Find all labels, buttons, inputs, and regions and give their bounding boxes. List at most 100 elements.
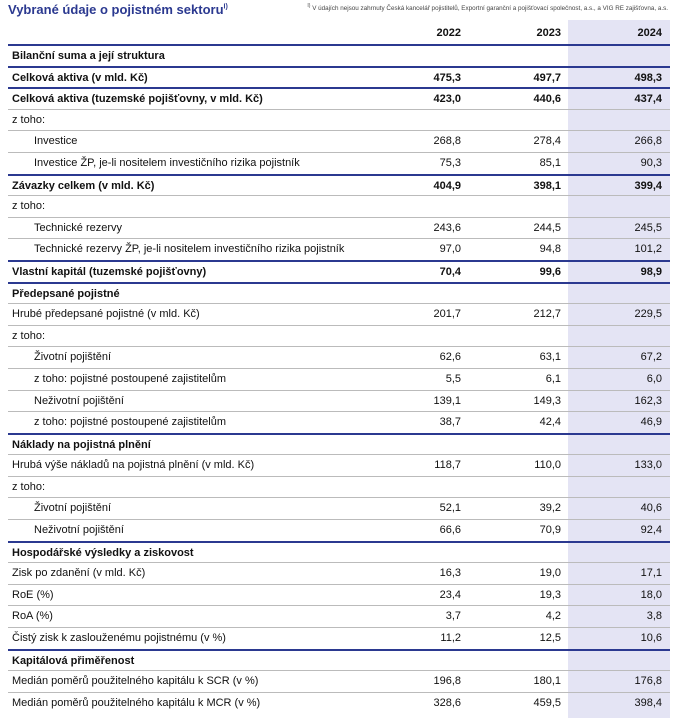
cell-value: 3,8: [646, 610, 662, 623]
cell-value: 398,4: [634, 696, 662, 709]
table-row: Investice 268,8 278,4 266,8: [8, 130, 670, 152]
table-row: Životní pojištění 52,1 39,2 40,6: [8, 497, 670, 519]
cell-value: 4,2: [545, 610, 561, 623]
row-label: Závazky celkem (v mld. Kč): [12, 179, 155, 192]
footnote-text: V údajích nejsou zahrnuty Česká kancelář…: [312, 5, 668, 13]
cell-value: 23,4: [439, 588, 461, 601]
cell-value: 133,0: [634, 459, 662, 472]
cell-value: 498,3: [634, 71, 662, 84]
cell-value: 40,6: [640, 502, 662, 515]
cell-value: 70,9: [539, 524, 561, 537]
column-header: 2024: [637, 27, 662, 39]
row-label: Medián poměrů použitelného kapitálu k SC…: [12, 675, 259, 688]
table-row: Závazky celkem (v mld. Kč) 404,9 398,1 399,…: [8, 173, 670, 196]
row-label: Investice: [34, 135, 78, 148]
row-label: Neživotní pojištění: [34, 524, 124, 537]
table-row: Náklady na pojistná plnění: [8, 432, 670, 455]
cell-value: 70,4: [439, 265, 461, 278]
table-row: z toho: pojistné postoupené zajistitelům…: [8, 411, 670, 433]
cell-value: 63,1: [539, 351, 561, 364]
cell-value: 12,5: [539, 632, 561, 645]
table-row: Hrubé předepsané pojistné (v mld. Kč) 201…: [8, 303, 670, 325]
row-label: Životní pojištění: [34, 351, 112, 364]
table-row: Celková aktiva (v mld. Kč) 475,3 497,7 498,…: [8, 65, 670, 88]
cell-value: 243,6: [433, 221, 461, 234]
cell-value: 266,8: [634, 135, 662, 148]
table-row: Předepsané pojistné: [8, 281, 670, 304]
cell-value: 180,1: [533, 675, 561, 688]
table-row: Vlastní kapitál (tuzemské pojišťovny) 70,…: [8, 259, 670, 282]
cell-value: 328,6: [433, 696, 461, 709]
table-row: Kapitálová přiměřenost: [8, 648, 670, 671]
title-text: Vybrané údaje o pojistném sektoru: [8, 2, 224, 17]
table-row: Životní pojištění 62,6 63,1 67,2: [8, 346, 670, 368]
cell-value: 46,9: [640, 416, 662, 429]
row-label: Vlastní kapitál (tuzemské pojišťovny): [12, 265, 207, 278]
table-row: Zisk po zdanění (v mld. Kč) 16,3 19,0 17,1: [8, 562, 670, 584]
column-header: 2022: [436, 27, 461, 39]
table-row: Neživotní pojištění 66,6 70,9 92,4: [8, 519, 670, 541]
row-label: Investice ŽP, je-li nositelem investiční…: [34, 156, 300, 169]
cell-value: 66,6: [439, 524, 461, 537]
cell-value: 3,7: [445, 610, 461, 623]
row-label: Čistý zisk k zaslouženému pojistnému (v …: [12, 632, 226, 645]
table-row: z toho: pojistné postoupené zajistitelům…: [8, 367, 670, 390]
cell-value: 497,7: [533, 71, 561, 84]
cell-value: 42,4: [539, 416, 561, 429]
cell-value: 201,7: [433, 308, 461, 321]
title: Vybrané údaje o pojistném sektoruI): [8, 2, 228, 17]
table-row: z toho:: [8, 195, 670, 217]
row-label: z toho:: [12, 329, 46, 342]
row-label: z toho: pojistné postoupené zajistitelům: [34, 416, 227, 429]
table-row: RoE (%) 23,4 19,3 18,0: [8, 583, 670, 606]
cell-value: 97,0: [439, 243, 461, 256]
footnote-mark: I): [307, 3, 311, 9]
cell-value: 245,5: [634, 221, 662, 234]
cell-value: 212,7: [533, 308, 561, 321]
cell-value: 118,7: [434, 459, 461, 472]
cell-value: 149,3: [533, 394, 561, 407]
title-note: I): [223, 3, 228, 11]
cell-value: 196,8: [433, 675, 461, 688]
cell-value: 11,2: [440, 632, 461, 645]
row-label: z toho:: [12, 113, 46, 126]
table-row: Medián poměrů použitelného kapitálu k SC…: [8, 670, 670, 692]
row-label: Životní pojištění: [34, 502, 112, 515]
table-row: z toho:: [8, 475, 670, 498]
cell-value: 176,8: [634, 675, 662, 688]
table-row: Hrubá výše nákladů na pojistná plnění (v…: [8, 454, 670, 476]
table-row: Neživotní pojištění 139,1 149,3 162,3: [8, 389, 670, 412]
row-label: Neživotní pojištění: [34, 394, 124, 407]
table: 2022 2023 2024 Bilanční suma a její struktu…: [8, 20, 670, 713]
table-row: z toho:: [8, 324, 670, 347]
cell-value: 62,6: [439, 351, 461, 364]
cell-value: 440,6: [533, 93, 561, 106]
cell-value: 101,2: [634, 243, 662, 256]
cell-value: 39,2: [539, 502, 561, 515]
cell-value: 398,1: [533, 179, 561, 192]
cell-value: 38,7: [439, 416, 461, 429]
row-label: Celková aktiva (v mld. Kč): [12, 71, 148, 84]
table-row: Medián poměrů použitelného kapitálu k MC…: [8, 691, 670, 714]
column-header: 2023: [536, 27, 561, 39]
cell-value: 16,3: [439, 567, 461, 580]
row-label: Kapitálová přiměřenost: [12, 654, 135, 667]
row-label: Bilanční suma a její struktura: [12, 50, 165, 62]
row-label: Technické rezervy: [34, 221, 123, 234]
table-row: z toho:: [8, 108, 670, 131]
cell-value: 85,1: [539, 156, 561, 169]
row-label: z toho: pojistné postoupené zajistitelům: [34, 372, 227, 385]
cell-value: 459,5: [533, 696, 561, 709]
row-label: Medián poměrů použitelného kapitálu k MC…: [12, 696, 261, 709]
cell-value: 475,3: [433, 71, 461, 84]
table-row: Celková aktiva (tuzemské pojišťovny, v m…: [8, 87, 670, 109]
row-label: Zisk po zdanění (v mld. Kč): [12, 567, 146, 580]
row-label: Hospodářské výsledky a ziskovost: [12, 546, 194, 559]
row-label: z toho:: [12, 200, 46, 213]
cell-value: 162,3: [634, 394, 662, 407]
table-row: Bilanční suma a její struktura: [8, 44, 670, 66]
cell-value: 5,5: [445, 372, 461, 385]
cell-value: 229,5: [634, 308, 662, 321]
cell-value: 99,6: [539, 265, 561, 278]
